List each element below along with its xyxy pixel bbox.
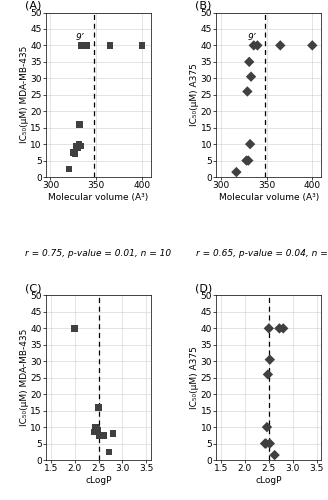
Point: [110, 430, 115, 438]
Point: [72, 150, 78, 158]
Y-axis label: IC₅₀(μM) A375: IC₅₀(μM) A375: [190, 64, 199, 126]
Text: 9’: 9’: [76, 33, 85, 42]
Point: [278, 42, 283, 50]
X-axis label: Molecular volume (A³): Molecular volume (A³): [219, 193, 319, 202]
Point: [251, 42, 256, 50]
Point: [97, 432, 102, 440]
Point: [262, 440, 268, 448]
Text: r = 0.65, p-value = 0.04, n = 10: r = 0.65, p-value = 0.04, n = 10: [196, 250, 328, 258]
Point: [246, 156, 251, 164]
Point: [102, 432, 107, 440]
Point: [106, 448, 112, 456]
Point: [76, 140, 81, 148]
Point: [92, 428, 97, 436]
Y-axis label: IC₅₀(μM) MDA-MB-435: IC₅₀(μM) MDA-MB-435: [20, 329, 29, 426]
Point: [94, 424, 99, 432]
Point: [277, 324, 282, 332]
X-axis label: cLogP: cLogP: [85, 476, 112, 485]
Point: [266, 324, 272, 332]
Point: [247, 58, 252, 66]
Point: [107, 42, 113, 50]
Point: [245, 88, 250, 96]
Point: [96, 404, 101, 411]
Y-axis label: IC₅₀(μM) A375: IC₅₀(μM) A375: [190, 346, 199, 409]
Point: [248, 140, 253, 148]
X-axis label: cLogP: cLogP: [256, 476, 282, 485]
Point: [139, 42, 145, 50]
Point: [72, 324, 77, 332]
Point: [265, 370, 271, 378]
Point: [77, 120, 82, 128]
Text: (C): (C): [25, 284, 41, 294]
Point: [267, 356, 273, 364]
Point: [272, 451, 277, 459]
Point: [78, 142, 83, 150]
Point: [280, 324, 286, 332]
Point: [93, 423, 98, 431]
Text: (A): (A): [25, 1, 41, 11]
Text: (D): (D): [195, 284, 213, 294]
Point: [75, 144, 81, 152]
Y-axis label: IC₅₀(μM) MDA-MB-435: IC₅₀(μM) MDA-MB-435: [20, 46, 29, 144]
Point: [267, 440, 273, 448]
Point: [248, 72, 254, 80]
Point: [244, 156, 249, 164]
Text: r = 0.75, p-value = 0.01, n = 10: r = 0.75, p-value = 0.01, n = 10: [26, 250, 172, 258]
Point: [73, 142, 79, 150]
Point: [310, 42, 315, 50]
Point: [66, 165, 72, 173]
Point: [263, 440, 269, 448]
Point: [95, 426, 100, 434]
Point: [264, 423, 270, 431]
Point: [71, 148, 76, 156]
X-axis label: Molecular volume (A³): Molecular volume (A³): [48, 193, 149, 202]
Point: [234, 168, 239, 176]
Point: [84, 42, 90, 50]
Text: 9’: 9’: [247, 33, 256, 42]
Point: [79, 42, 84, 50]
Text: (B): (B): [195, 1, 212, 11]
Point: [255, 42, 260, 50]
